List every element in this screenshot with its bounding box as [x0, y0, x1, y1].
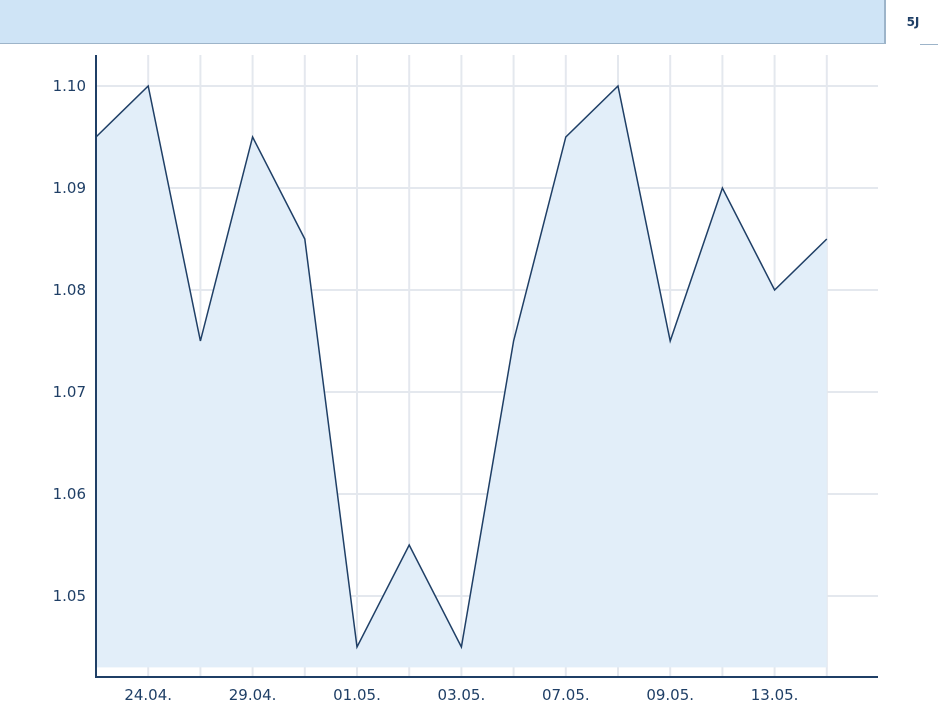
x-tick-label: 03.05.	[438, 686, 486, 704]
x-tick-label: 24.04.	[124, 686, 172, 704]
series-area-fill	[96, 86, 827, 668]
y-tick-label: 1.05	[53, 587, 86, 605]
x-tick-label: 07.05.	[542, 686, 590, 704]
x-tick-label: 13.05.	[751, 686, 799, 704]
x-tick-label: 01.05.	[333, 686, 381, 704]
y-tick-label: 1.06	[53, 485, 86, 503]
series-line	[95, 84, 828, 650]
chart-header-bar	[0, 0, 886, 44]
x-tick-label: 09.05.	[646, 686, 694, 704]
label-layer: 1.05 1.06 1.07 1.08 1.09 1.10 24.04. 29.04. 01.0…	[53, 77, 799, 704]
y-tick-label: 1.08	[53, 281, 86, 299]
range-tab-5j[interactable]: 5J	[888, 0, 938, 45]
area-layer	[95, 84, 828, 668]
tab-divider	[884, 0, 886, 44]
y-tick-label: 1.07	[53, 383, 86, 401]
y-tick-label: 1.10	[53, 77, 86, 95]
y-tick-label: 1.09	[53, 179, 86, 197]
x-tick-label: 29.04.	[229, 686, 277, 704]
axis-layer	[95, 55, 878, 678]
